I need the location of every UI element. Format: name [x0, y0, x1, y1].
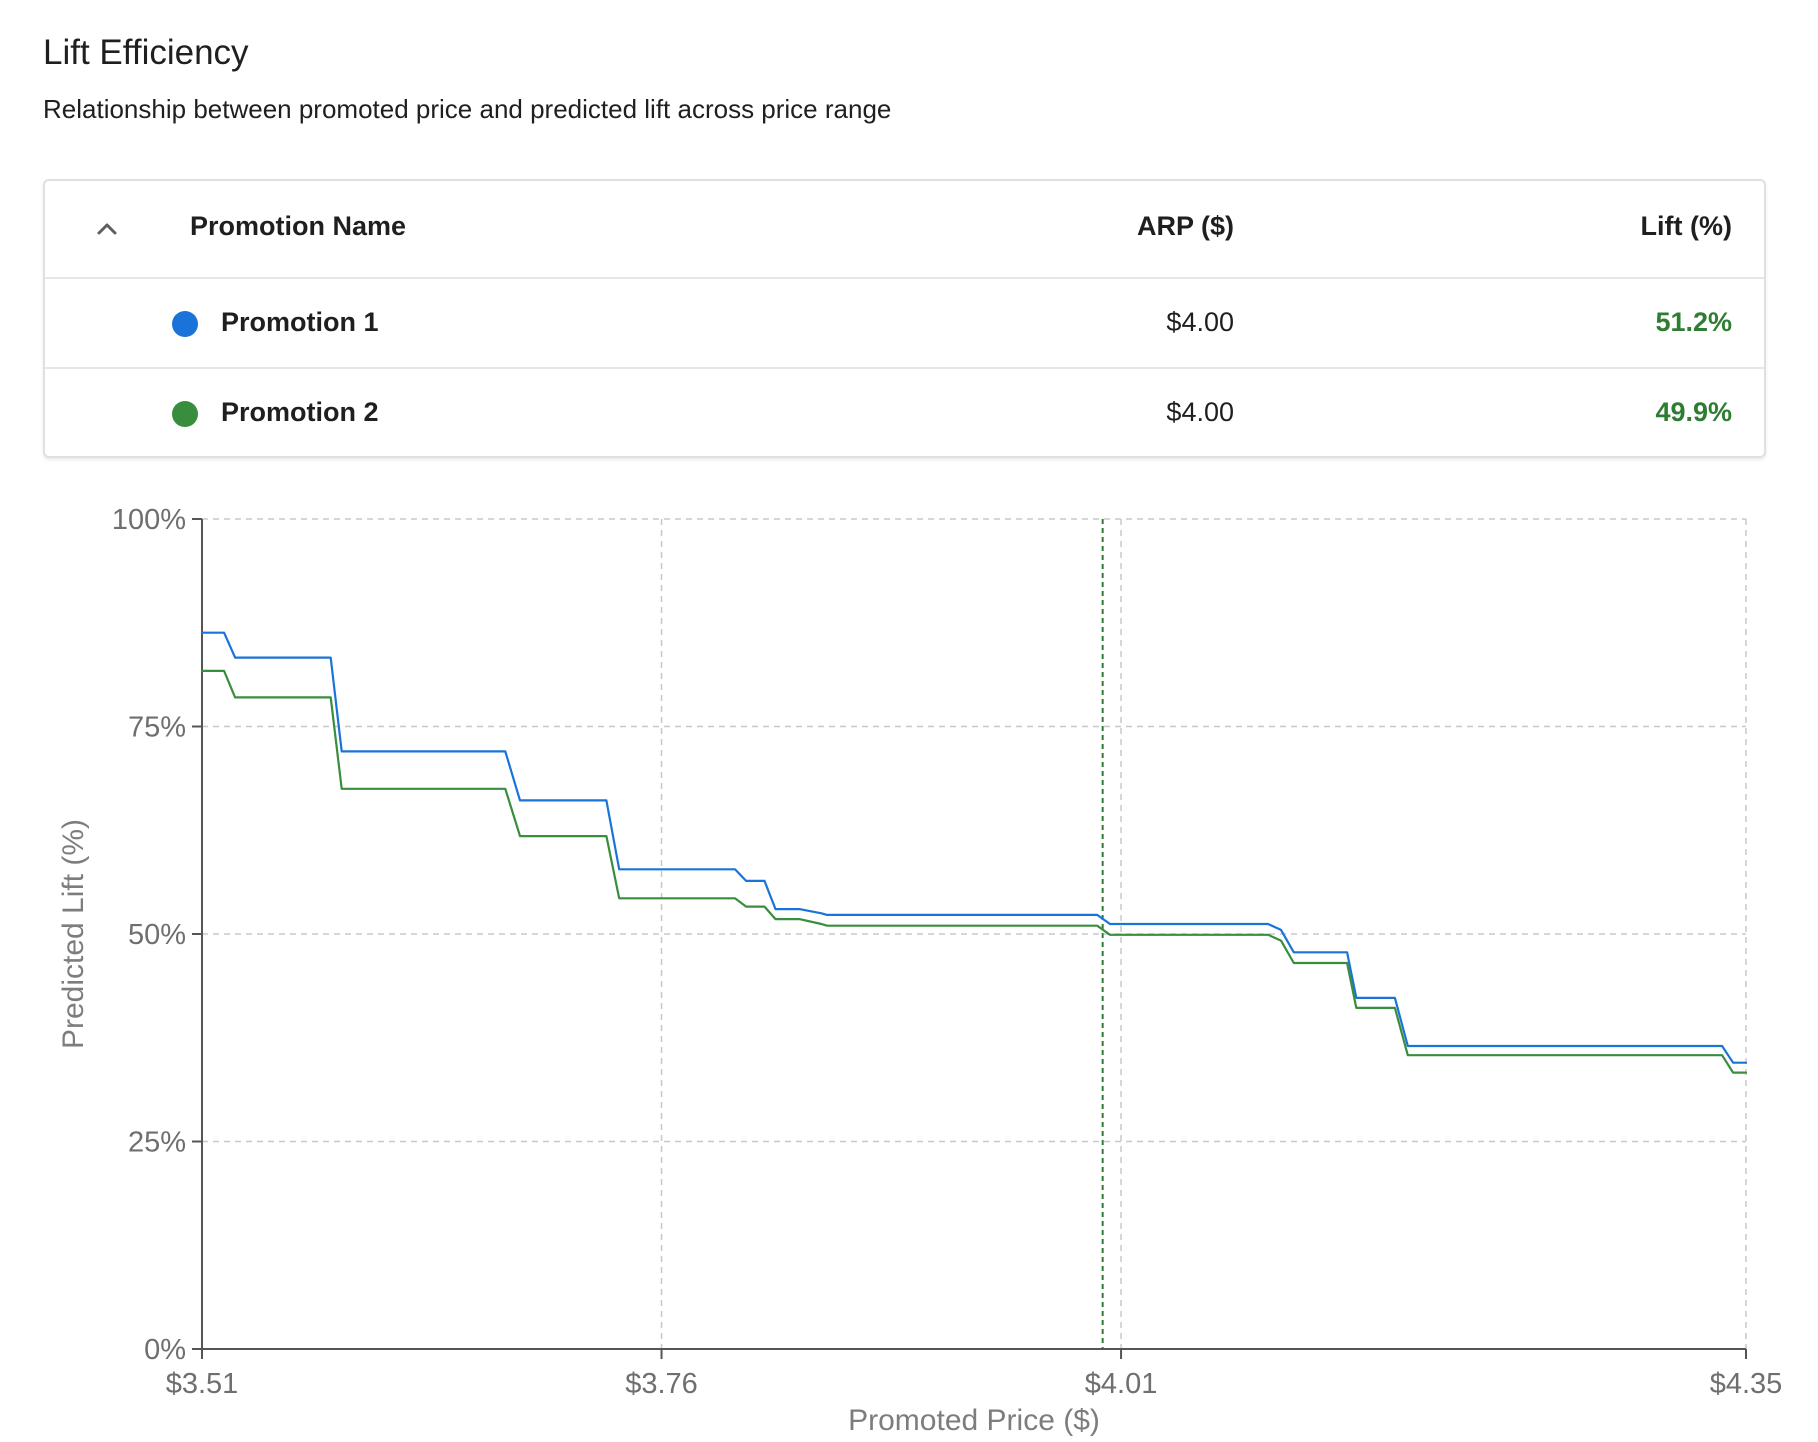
promotion-name: Promotion 1 — [221, 307, 379, 337]
series-color-dot — [172, 401, 198, 427]
chart-series — [200, 631, 1748, 1074]
lift-efficiency-chart: 0% 25% 50% 75% 100% $3.51 $3.76 $4.01 $4.35 Prom… — [57, 504, 1782, 1437]
y-axis-title: Predicted Lift (%) — [57, 819, 90, 1049]
series-color-dot — [172, 311, 198, 337]
legend-table: Promotion Name ARP ($) Lift (%) Promotio… — [43, 179, 1766, 458]
legend-row-promotion-2[interactable]: Promotion 2 $4.00 49.9% — [45, 369, 1764, 458]
promotion-lift: 51.2% — [1655, 307, 1732, 337]
column-header-lift: Lift (%) — [1640, 211, 1732, 241]
promotion-lift: 49.9% — [1655, 397, 1732, 427]
x-tick-label: $3.76 — [625, 1368, 698, 1400]
chart-grid — [202, 518, 1747, 1349]
promotion-arp: $4.00 — [1166, 307, 1234, 337]
y-tick-label: 25% — [128, 1127, 186, 1159]
card-subtitle: Relationship between promoted price and … — [43, 94, 892, 124]
x-tick-label: $4.01 — [1085, 1368, 1158, 1400]
chevron-up-icon — [85, 207, 129, 251]
x-tick-label: $4.35 — [1710, 1368, 1783, 1400]
promotion-name: Promotion 2 — [221, 397, 379, 427]
collapse-button[interactable] — [85, 207, 129, 251]
chart-axes: 0% 25% 50% 75% 100% $3.51 $3.76 $4.01 $4.35 — [112, 504, 1782, 1400]
y-tick-label: 0% — [144, 1334, 186, 1366]
column-header-name: Promotion Name — [190, 211, 407, 241]
series-line-promotion-2 — [200, 669, 1748, 1074]
y-tick-label: 75% — [128, 712, 186, 744]
x-tick-label: $3.51 — [166, 1368, 239, 1400]
y-tick-label: 100% — [112, 504, 186, 536]
legend-row-promotion-1[interactable]: Promotion 1 $4.00 51.2% — [45, 279, 1764, 369]
promotion-arp: $4.00 — [1166, 397, 1234, 427]
x-axis-title: Promoted Price ($) — [848, 1404, 1100, 1437]
card-title: Lift Efficiency — [43, 33, 249, 72]
legend-table-header: Promotion Name ARP ($) Lift (%) — [45, 181, 1764, 279]
column-header-arp: ARP ($) — [1136, 211, 1234, 241]
y-tick-label: 50% — [128, 919, 186, 951]
series-line-promotion-1 — [200, 631, 1748, 1064]
